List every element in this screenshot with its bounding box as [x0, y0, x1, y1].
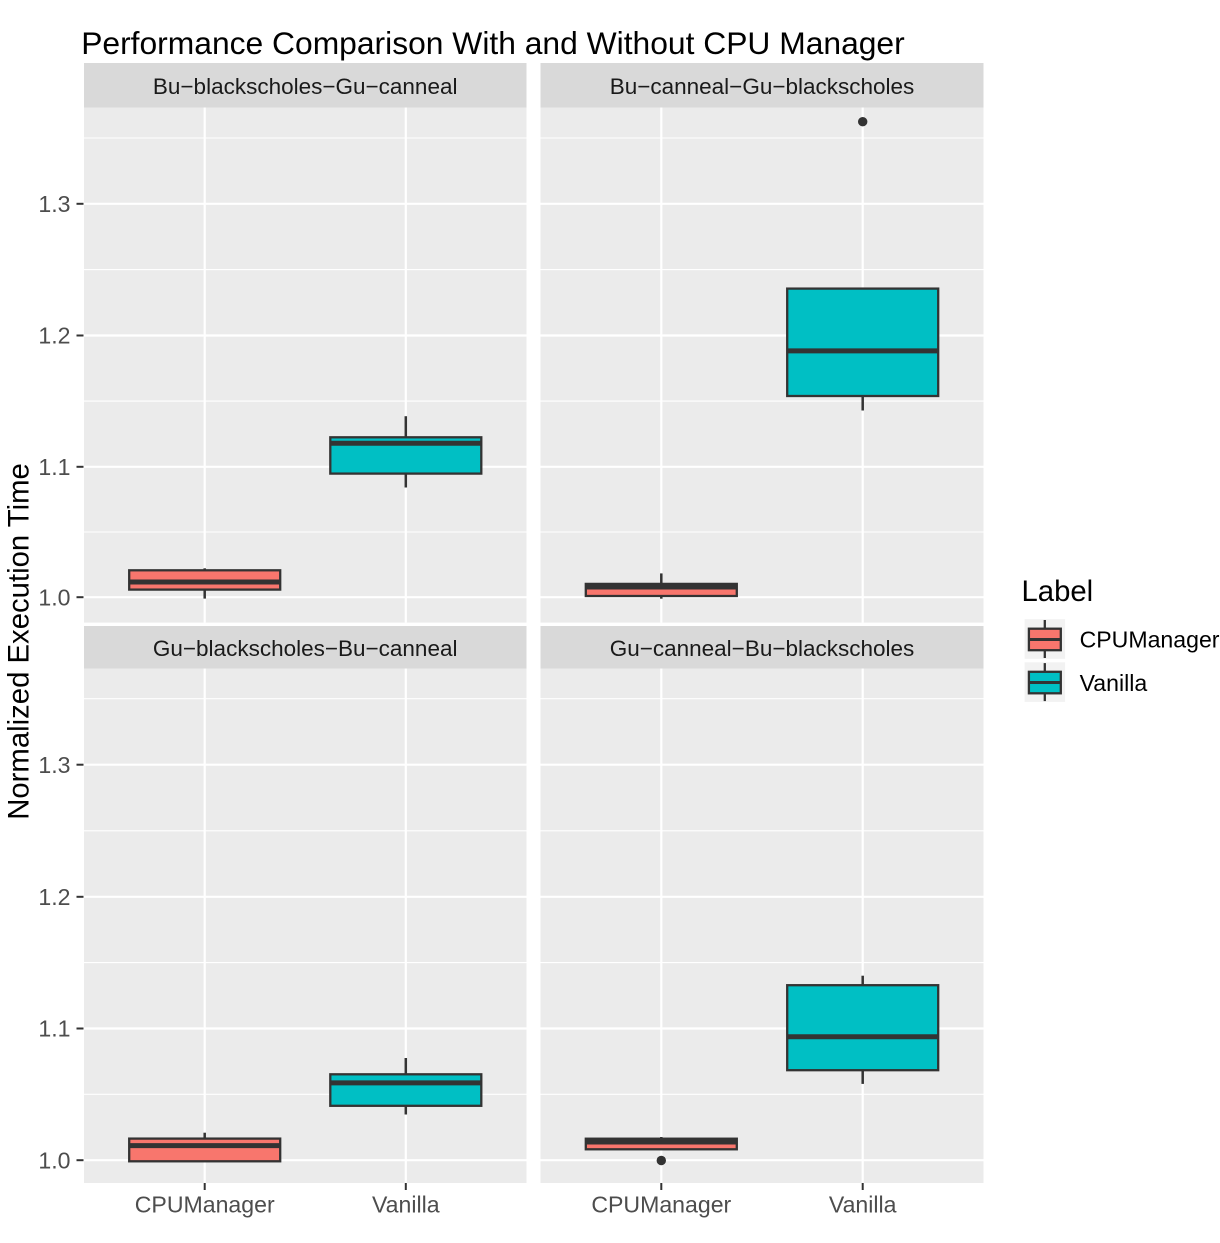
svg-text:1.2: 1.2 — [38, 884, 70, 910]
svg-text:Vanilla: Vanilla — [372, 1191, 440, 1217]
svg-text:1.0: 1.0 — [38, 584, 70, 610]
svg-text:Vanilla: Vanilla — [1080, 670, 1148, 696]
svg-text:CPUManager: CPUManager — [591, 1191, 731, 1217]
svg-text:1.0: 1.0 — [38, 1147, 70, 1173]
svg-text:Bu−canneal−Gu−blackscholes: Bu−canneal−Gu−blackscholes — [610, 74, 915, 99]
svg-text:1.3: 1.3 — [38, 191, 70, 217]
svg-text:1.3: 1.3 — [38, 752, 70, 778]
svg-text:Performance Comparison With an: Performance Comparison With and Without … — [81, 25, 905, 61]
svg-text:Vanilla: Vanilla — [829, 1191, 897, 1217]
svg-text:1.2: 1.2 — [38, 323, 70, 349]
svg-text:Label: Label — [1022, 575, 1094, 608]
svg-text:Gu−blackscholes−Bu−canneal: Gu−blackscholes−Bu−canneal — [153, 636, 458, 661]
svg-text:Bu−blackscholes−Gu−canneal: Bu−blackscholes−Gu−canneal — [153, 74, 458, 99]
svg-text:1.1: 1.1 — [38, 454, 70, 480]
svg-text:CPUManager: CPUManager — [1080, 627, 1220, 653]
svg-text:1.1: 1.1 — [38, 1016, 70, 1042]
svg-text:Gu−canneal−Bu−blackscholes: Gu−canneal−Bu−blackscholes — [610, 636, 915, 661]
svg-text:Normalized Execution Time: Normalized Execution Time — [2, 463, 35, 820]
svg-text:CPUManager: CPUManager — [135, 1191, 275, 1217]
